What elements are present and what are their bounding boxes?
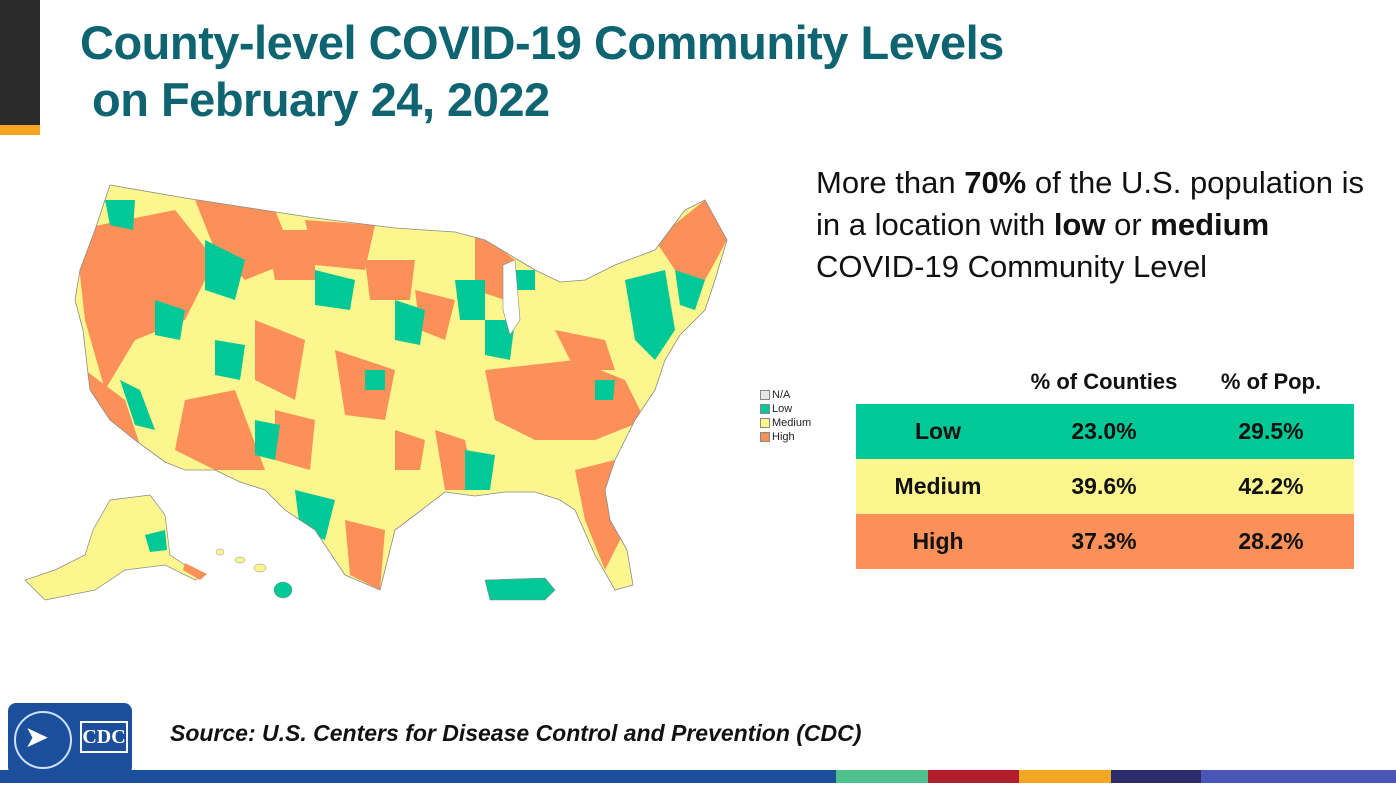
map-legend: N/A Low Medium High: [760, 388, 811, 444]
legend-swatch-na: [760, 390, 770, 400]
cdc-wordmark: CDC: [80, 721, 128, 753]
legend-item-low: Low: [760, 402, 811, 416]
population-statement: More than 70% of the U.S. population is …: [816, 162, 1376, 288]
legend-item-high: High: [760, 430, 811, 444]
counties-value: 23.0%: [1071, 418, 1137, 444]
population-value: 28.2%: [1238, 528, 1304, 554]
hawaii: [215, 548, 293, 599]
statement-percent: 70%: [964, 165, 1027, 200]
level-label: Medium: [894, 473, 982, 499]
statement-or: or: [1105, 207, 1151, 242]
legend-swatch-medium: [760, 418, 770, 428]
legend-item-medium: Medium: [760, 416, 811, 430]
us-outline: [74, 184, 728, 591]
population-value: 29.5%: [1238, 418, 1304, 444]
community-level-table: % of Counties % of Pop. Low 23.0% 29.5% …: [856, 360, 1354, 569]
stripe-segment: [836, 770, 928, 783]
us-county-map: [24, 184, 728, 601]
legend-label-low: Low: [772, 403, 793, 415]
statement-text-2: of the U.S. population is in a location …: [816, 165, 1365, 242]
footer-stripe: [0, 770, 1396, 783]
counties-value: 37.3%: [1071, 528, 1137, 554]
statement-text-3: COVID-19 Community Level: [816, 249, 1208, 284]
legend-item-na: N/A: [760, 388, 811, 402]
source-citation: Source: U.S. Centers for Disease Control…: [170, 720, 862, 746]
lake-michigan: [502, 259, 521, 336]
header-population: % of Pop.: [1220, 369, 1322, 394]
cdc-logo: ➤ CDC: [8, 703, 132, 775]
header-counties: % of Counties: [1030, 369, 1178, 394]
population-value: 42.2%: [1238, 473, 1304, 499]
legend-swatch-low: [760, 404, 770, 414]
table-row-low: Low 23.0% 29.5%: [856, 404, 1354, 459]
statement-low: low: [1053, 207, 1106, 242]
page-title: County-level COVID-19 Community Levels o…: [80, 14, 1004, 128]
legend-swatch-high: [760, 432, 770, 442]
stripe-segment: [1201, 770, 1396, 783]
low-level-counties: [105, 200, 705, 540]
stripe-segment: [0, 770, 836, 783]
stripe-segment: [1019, 770, 1111, 783]
statement-medium: medium: [1150, 207, 1270, 242]
legend-label-high: High: [772, 431, 795, 443]
statement-text-1: More than: [816, 165, 965, 200]
table-row-medium: Medium 39.6% 42.2%: [856, 459, 1354, 514]
level-label: Low: [915, 418, 961, 444]
header-accent-stripe: [0, 125, 40, 135]
title-line-2: on February 24, 2022: [92, 73, 550, 126]
puerto-rico: [484, 577, 556, 601]
table-header: % of Counties % of Pop.: [856, 360, 1354, 404]
counties-value: 39.6%: [1071, 473, 1137, 499]
legend-label-na: N/A: [772, 389, 791, 401]
stripe-segment: [1111, 770, 1201, 783]
stripe-segment: [928, 770, 1019, 783]
legend-label-medium: Medium: [772, 417, 812, 429]
level-label: High: [912, 528, 964, 554]
header-accent-bar: [0, 0, 40, 125]
eagle-icon: ➤: [24, 721, 50, 754]
alaska: [24, 494, 207, 601]
title-line-1: County-level COVID-19 Community Levels: [80, 16, 1004, 69]
hhs-seal-icon: [14, 711, 72, 769]
table-row-high: High 37.3% 28.2%: [856, 514, 1354, 569]
